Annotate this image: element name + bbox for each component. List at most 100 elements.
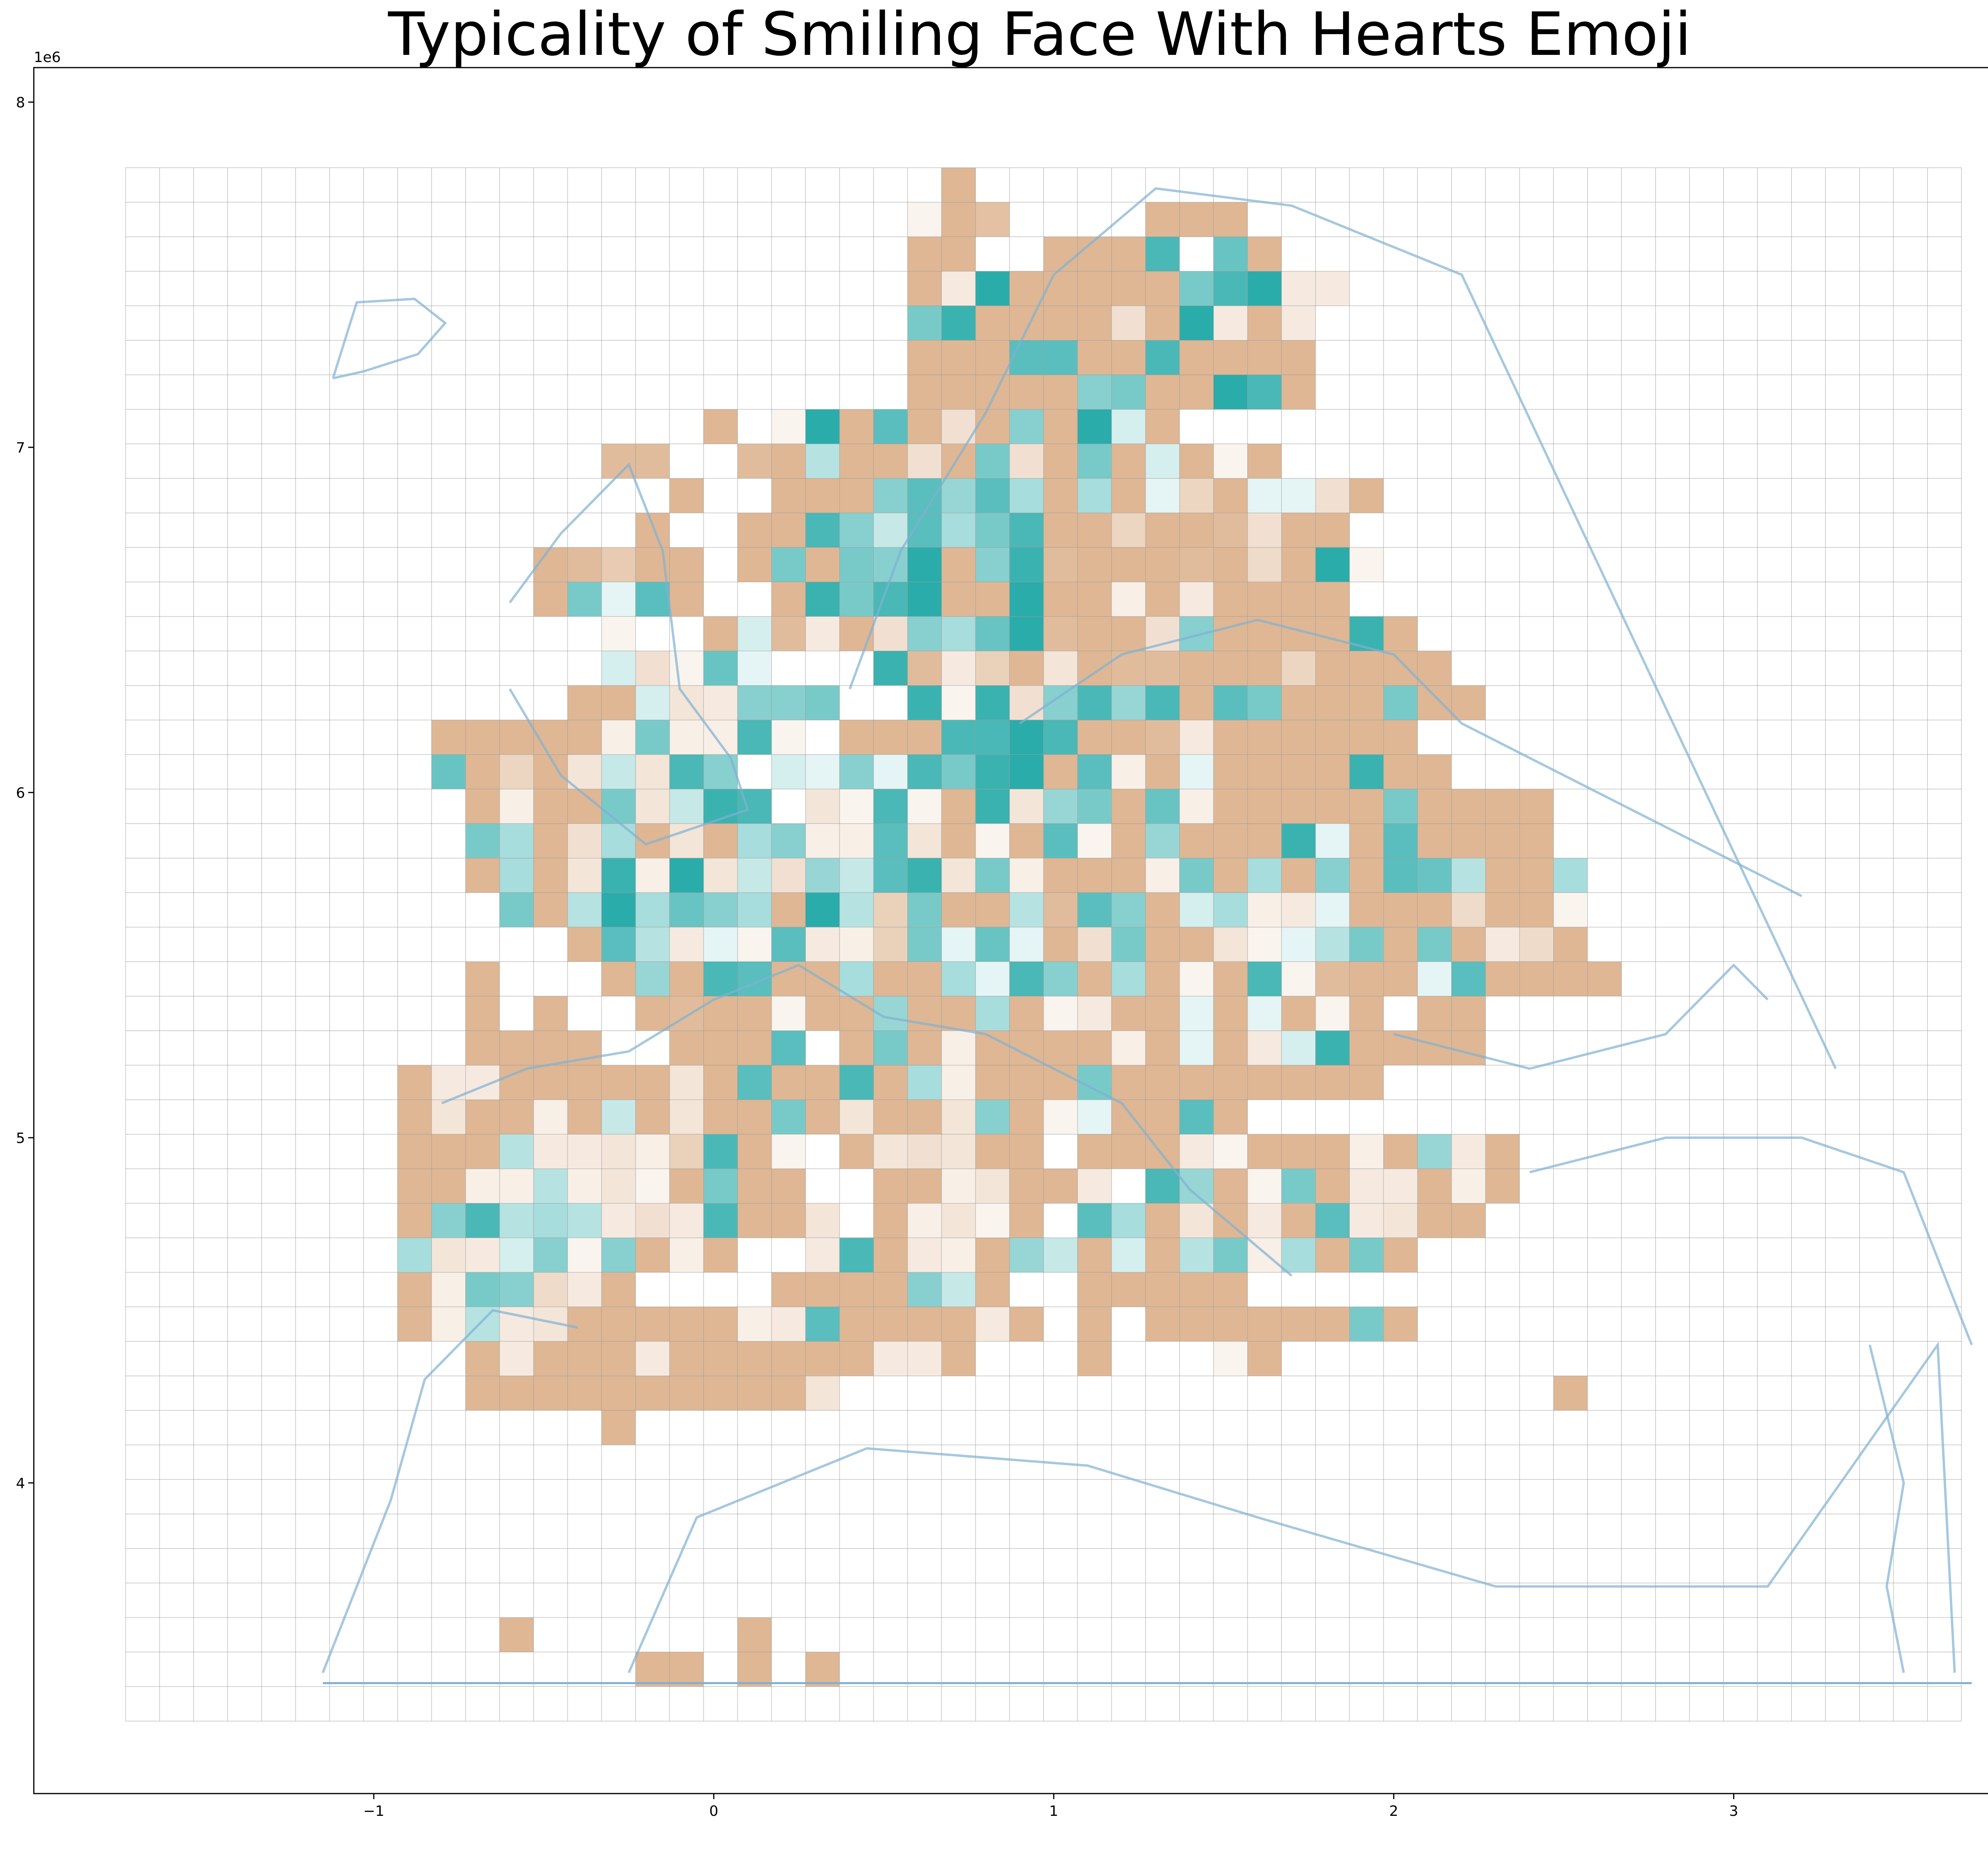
heatmap-cell: [738, 651, 772, 686]
heatmap-cell: [1213, 1341, 1248, 1376]
grid-lines: [125, 167, 1962, 1722]
heatmap-cell: [1315, 823, 1350, 858]
heatmap-cell: [703, 1065, 738, 1100]
heatmap-cell: [670, 754, 704, 789]
heatmap-cell: [738, 1341, 772, 1376]
heatmap-cell: [1077, 685, 1112, 720]
heatmap-cell: [975, 1134, 1010, 1169]
heatmap-cell: [1417, 754, 1452, 789]
heatmap-cell: [499, 1100, 534, 1135]
heatmap-cell: [975, 513, 1010, 548]
heatmap-cell: [942, 1134, 976, 1169]
heatmap-cell: [1010, 375, 1044, 410]
heatmap-cell: [839, 444, 874, 478]
heatmap-cell: [1213, 616, 1248, 651]
coastline-outline: [627, 1341, 1956, 1673]
heatmap-cell: [771, 996, 806, 1031]
x-tick-label: 2: [1389, 1803, 1398, 1819]
heatmap-cell: [1315, 720, 1350, 755]
heatmap-cell: [602, 892, 636, 927]
heatmap-cell: [670, 892, 704, 927]
heatmap-cell: [1485, 858, 1520, 893]
heatmap-cell: [602, 927, 636, 962]
heatmap-cell: [1043, 892, 1078, 927]
heatmap-cell: [1315, 478, 1350, 513]
heatmap-cell: [567, 1272, 602, 1307]
heatmap-cell: [1417, 996, 1452, 1031]
heatmap-cell: [1179, 547, 1214, 582]
heatmap-cell: [1010, 582, 1044, 617]
heatmap-cell: [942, 823, 976, 858]
heatmap-cell: [670, 927, 704, 962]
heatmap-cell: [635, 444, 670, 478]
heatmap-cell: [466, 996, 500, 1031]
heatmap-cell: [738, 1617, 772, 1652]
heatmap-cell: [1383, 927, 1418, 962]
heatmap-cell: [1349, 720, 1384, 755]
heatmap-cell: [1383, 823, 1418, 858]
heatmap-cell: [942, 720, 976, 755]
heatmap-cell: [942, 996, 976, 1031]
heatmap-cell: [907, 409, 942, 444]
heatmap-cell: [839, 478, 874, 513]
heatmap-cell: [1179, 478, 1214, 513]
heatmap-cell: [1145, 1238, 1180, 1273]
heatmap-cell: [1145, 1065, 1180, 1100]
heatmap-cell: [703, 1238, 738, 1273]
heatmap-cell: [771, 1307, 806, 1341]
heatmap-cell: [1213, 823, 1248, 858]
heatmap-cell: [1111, 927, 1146, 962]
heatmap-cell: [907, 927, 942, 962]
heatmap-cell: [1213, 202, 1248, 237]
heatmap-cell: [806, 1065, 840, 1100]
heatmap-cell: [1077, 305, 1112, 340]
heatmap-cell: [1145, 305, 1180, 340]
heatmap-cell: [771, 754, 806, 789]
heatmap-cell: [1010, 444, 1044, 478]
heatmap-cell: [942, 1100, 976, 1135]
heatmap-cell: [1077, 340, 1112, 375]
heatmap-cell: [1145, 1272, 1180, 1307]
heatmap-cell: [975, 858, 1010, 893]
heatmap-cell: [738, 547, 772, 582]
heatmap-cell: [839, 720, 874, 755]
heatmap-cell: [1145, 1168, 1180, 1203]
heatmap-cell: [1247, 237, 1282, 272]
heatmap-cell: [466, 1100, 500, 1135]
heatmap-cell: [703, 1341, 738, 1376]
heatmap-cell: [499, 1376, 534, 1411]
heatmap-cell: [1315, 892, 1350, 927]
heatmap-cell: [771, 478, 806, 513]
heatmap-cell: [1077, 858, 1112, 893]
heatmap-cell: [703, 962, 738, 996]
heatmap-cell: [1111, 754, 1146, 789]
heatmap-cell: [1417, 823, 1452, 858]
heatmap-cell: [1451, 1030, 1486, 1065]
heatmap-cell: [1349, 547, 1384, 582]
heatmap-cell: [874, 892, 908, 927]
heatmap-cell: [1179, 202, 1214, 237]
heatmap-cell: [771, 892, 806, 927]
heatmap-cell: [1077, 754, 1112, 789]
heatmap-cell: [670, 1203, 704, 1238]
heatmap-cell: [1281, 651, 1316, 686]
heatmap-cell: [1315, 1203, 1350, 1238]
heatmap-cell: [534, 1376, 568, 1411]
heatmap-cell: [942, 478, 976, 513]
heatmap-cell: [975, 1238, 1010, 1273]
heatmap-cell: [1485, 892, 1520, 927]
heatmap-cell: [942, 1168, 976, 1203]
heatmap-cell: [942, 1065, 976, 1100]
heatmap-cell: [602, 754, 636, 789]
heatmap-cell: [602, 1134, 636, 1169]
heatmap-cell: [1043, 858, 1078, 893]
heatmap-cell: [1010, 962, 1044, 996]
heatmap-cell: [1315, 1030, 1350, 1065]
heatmap-cell: [1213, 1238, 1248, 1273]
heatmap-cell: [1213, 305, 1248, 340]
heatmap-cell: [703, 1134, 738, 1169]
heatmap-cell: [874, 754, 908, 789]
heatmap-cell: [397, 1307, 432, 1341]
heatmap-cell: [431, 1238, 466, 1273]
heatmap-cell: [1111, 444, 1146, 478]
